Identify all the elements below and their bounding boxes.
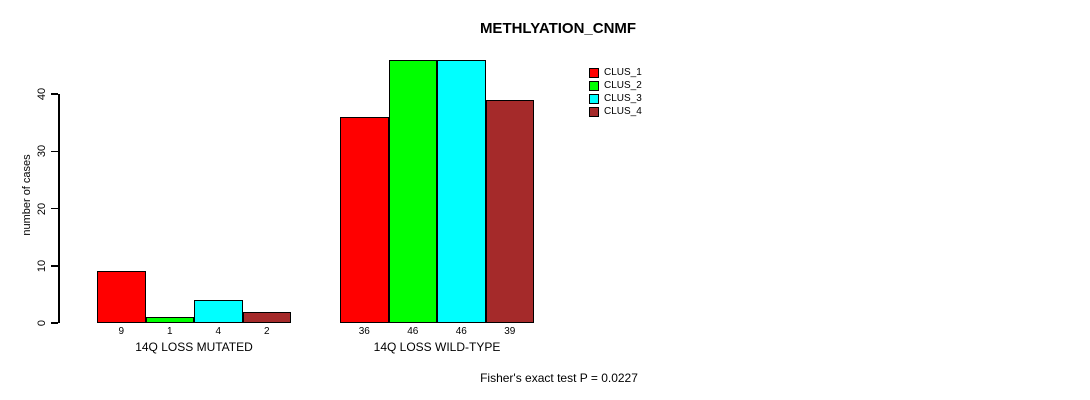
legend-swatch-icon [589, 80, 599, 91]
y-axis-tick-label: 10 [36, 259, 48, 272]
legend-item: CLUS_4 [589, 105, 642, 118]
legend-label: CLUS_4 [604, 106, 642, 117]
y-axis-tick [51, 265, 58, 267]
legend-swatch-icon [589, 93, 599, 104]
bar-value-label: 9 [118, 326, 125, 337]
bar [242, 311, 291, 323]
y-axis-tick-label: 20 [36, 202, 48, 215]
legend-label: CLUS_1 [604, 67, 642, 78]
footer-annotation: Fisher's exact test P = 0.0227 [480, 371, 638, 385]
y-axis-tick [51, 150, 58, 152]
legend-label: CLUS_2 [604, 80, 642, 91]
bar [97, 271, 146, 323]
bar-value-label: 46 [407, 326, 419, 337]
bar [340, 116, 389, 323]
bar-value-label: 4 [215, 326, 222, 337]
y-axis-tick [51, 322, 58, 324]
y-axis-tick-label: 0 [36, 319, 48, 327]
bar [485, 99, 534, 323]
y-axis-label: number of cases [21, 154, 33, 236]
chart-title: METHLYATION_CNMF [479, 20, 637, 37]
y-axis-line [58, 94, 60, 323]
bar-value-label: 2 [263, 326, 270, 337]
legend-swatch-icon [589, 67, 599, 78]
bar [145, 317, 194, 323]
legend-item: CLUS_1 [589, 66, 642, 79]
group-label: 14Q LOSS WILD-TYPE [373, 340, 501, 354]
bar-value-label: 39 [504, 326, 516, 337]
bar-value-label: 36 [358, 326, 370, 337]
bar-value-label: 1 [166, 326, 173, 337]
y-axis-tick-label: 30 [36, 145, 48, 158]
legend-label: CLUS_3 [604, 93, 642, 104]
legend-item: CLUS_2 [589, 79, 642, 92]
group-label: 14Q LOSS MUTATED [135, 340, 253, 354]
y-axis-tick [51, 207, 58, 210]
bar [194, 300, 243, 323]
bar-value-label: 46 [455, 326, 467, 337]
bar [388, 59, 437, 323]
legend-item: CLUS_3 [589, 92, 642, 105]
y-axis-tick-label: 40 [36, 87, 48, 101]
bar [437, 59, 486, 323]
legend: CLUS_1 CLUS_2 CLUS_3 CLUS_4 [589, 66, 642, 118]
legend-swatch-icon [589, 106, 599, 117]
y-axis-tick [51, 93, 58, 95]
